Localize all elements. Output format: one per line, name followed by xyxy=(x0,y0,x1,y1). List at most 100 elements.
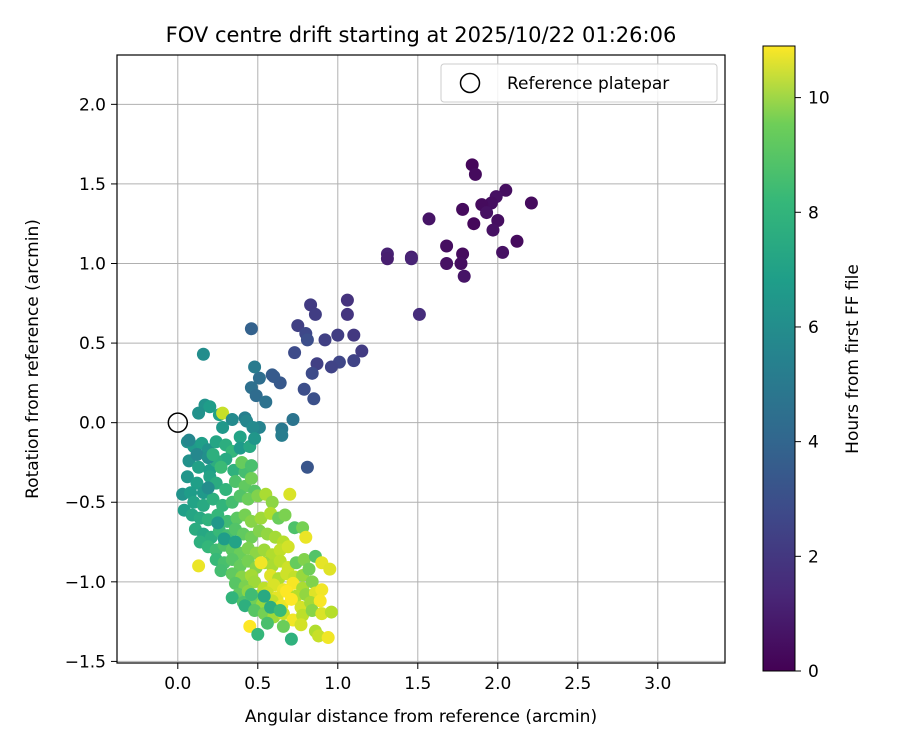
data-point xyxy=(252,371,266,385)
data-points xyxy=(176,158,538,646)
data-point xyxy=(440,239,454,253)
data-point xyxy=(265,495,279,509)
data-point xyxy=(323,562,337,576)
data-point xyxy=(284,632,298,646)
data-point xyxy=(196,347,210,361)
data-point xyxy=(190,447,204,461)
data-point xyxy=(225,412,239,426)
data-point xyxy=(422,212,436,226)
y-axis-label: Rotation from reference (arcmin) xyxy=(23,219,43,499)
data-point xyxy=(440,257,454,271)
data-point xyxy=(201,481,215,495)
data-point xyxy=(283,487,297,501)
data-point xyxy=(486,223,500,237)
data-point xyxy=(214,460,228,474)
y-tick-label: 2.0 xyxy=(79,95,106,115)
data-point xyxy=(305,366,319,380)
data-point xyxy=(216,406,230,420)
colorbar-tick-label: 2 xyxy=(808,547,819,567)
data-point xyxy=(244,322,258,336)
data-point xyxy=(467,217,481,231)
data-point xyxy=(254,511,268,525)
data-point xyxy=(206,492,220,506)
data-point xyxy=(216,420,230,434)
data-point xyxy=(510,234,524,248)
data-point xyxy=(259,395,273,409)
y-tick-label: −1.5 xyxy=(65,652,106,672)
data-point xyxy=(297,382,311,396)
x-tick-label: 2.0 xyxy=(484,674,511,694)
data-point xyxy=(192,406,206,420)
data-point xyxy=(227,463,241,477)
data-point xyxy=(524,196,538,210)
data-point xyxy=(228,535,242,549)
data-point xyxy=(307,392,321,406)
data-point xyxy=(412,307,426,321)
data-point xyxy=(355,344,369,358)
y-axis-ticks: −1.5 −1.0 −0.5 0.0 0.5 1.0 1.5 2.0 xyxy=(65,95,117,672)
data-point xyxy=(254,556,268,570)
data-point xyxy=(300,333,314,347)
data-point xyxy=(496,245,510,259)
data-point xyxy=(321,631,335,645)
colorbar-tick-label: 10 xyxy=(808,89,830,109)
data-point xyxy=(331,328,345,342)
y-tick-label: −1.0 xyxy=(65,573,106,593)
data-point xyxy=(340,307,354,321)
x-tick-label: 0.0 xyxy=(164,674,191,694)
colorbar-tick-label: 4 xyxy=(808,433,819,453)
data-point xyxy=(347,328,361,342)
data-point xyxy=(192,460,206,474)
data-point xyxy=(456,247,470,261)
data-point xyxy=(248,575,262,589)
data-point xyxy=(308,307,322,321)
data-point xyxy=(219,483,233,497)
x-tick-label: 1.5 xyxy=(404,674,431,694)
colorbar-tick-label: 0 xyxy=(808,662,819,682)
data-point xyxy=(190,476,204,490)
legend: Reference platepar xyxy=(440,63,718,103)
data-point xyxy=(312,629,326,643)
x-axis-label: Angular distance from reference (arcmin) xyxy=(245,707,597,727)
x-tick-label: 2.5 xyxy=(564,674,591,694)
colorbar: 0 2 4 6 8 10 Hours from first FF file xyxy=(762,45,863,682)
data-point xyxy=(214,564,228,578)
x-axis-ticks: 0.0 0.5 1.0 1.5 2.0 2.5 3.0 xyxy=(164,663,671,694)
data-point xyxy=(276,619,290,633)
data-point xyxy=(249,389,263,403)
data-point xyxy=(233,441,247,455)
colorbar-ticks: 0 2 4 6 8 10 xyxy=(795,89,830,682)
colorbar-tick-label: 8 xyxy=(808,203,819,223)
data-point xyxy=(244,588,258,602)
data-point xyxy=(233,430,247,444)
reference-platepar-marker xyxy=(167,412,189,433)
data-point xyxy=(468,167,482,181)
data-point xyxy=(217,532,231,546)
data-point xyxy=(286,412,300,426)
data-point xyxy=(324,605,338,619)
data-point xyxy=(278,508,292,522)
data-point xyxy=(302,562,316,576)
data-point xyxy=(192,559,206,573)
data-point xyxy=(457,269,471,283)
data-point xyxy=(404,252,418,266)
data-point xyxy=(251,627,265,641)
data-point xyxy=(196,498,210,512)
plot-frame xyxy=(116,54,726,664)
x-tick-label: 1.0 xyxy=(324,674,351,694)
data-point xyxy=(480,206,494,220)
data-point xyxy=(243,619,257,633)
data-point xyxy=(257,589,271,603)
data-point xyxy=(315,607,329,621)
data-point xyxy=(300,460,314,474)
data-point xyxy=(267,370,281,384)
colorbar-label: Hours from first FF file xyxy=(843,264,863,454)
reference-marker-layer xyxy=(167,412,189,433)
data-point xyxy=(324,360,338,374)
data-point xyxy=(248,360,262,374)
y-tick-label: 1.0 xyxy=(79,255,106,275)
colorbar-tick-label: 6 xyxy=(808,318,819,338)
data-point xyxy=(456,202,470,216)
data-point xyxy=(284,592,298,606)
data-point xyxy=(211,516,225,530)
